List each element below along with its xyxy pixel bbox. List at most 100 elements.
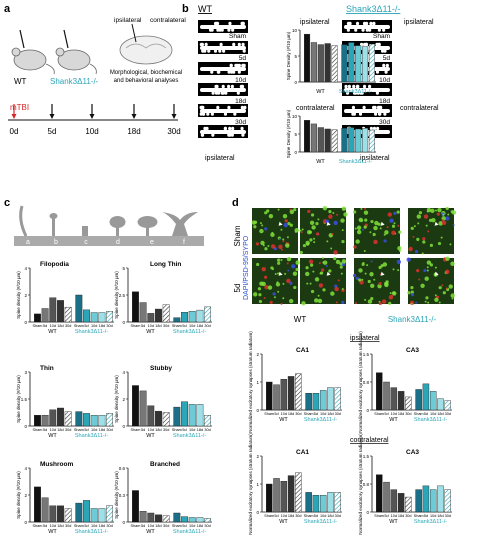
group-label-shank: Shank3Δ11-/- xyxy=(173,529,206,535)
panel-b-row-label: 30d xyxy=(235,119,246,126)
bar xyxy=(41,497,49,523)
group-label-wt: WT xyxy=(389,519,398,525)
x-tick-label: Sham xyxy=(374,514,384,518)
y-axis-label: Spine density (#/10 μm) xyxy=(16,471,21,519)
x-tick-label: 18d xyxy=(437,514,443,518)
group-label-shank: Shank3Δ11-/- xyxy=(173,329,206,335)
x-tick-label: 30d xyxy=(106,324,112,328)
timepoint-label: 10d xyxy=(85,127,98,136)
bar xyxy=(34,415,41,427)
x-tick-label: 10d xyxy=(430,514,436,518)
x-tick-label: 5d xyxy=(141,324,145,328)
panel-b-shank-title: Shank3Δ11-/- xyxy=(346,4,400,14)
dendrite-image xyxy=(198,83,248,96)
bar xyxy=(64,508,72,523)
timepoint-label: 30d xyxy=(167,127,180,136)
bar xyxy=(196,309,204,323)
bar xyxy=(280,379,288,411)
x-tick-label: 5d xyxy=(274,514,278,518)
x-tick-label: 10d xyxy=(189,428,195,432)
panel-b-plot-title-4: contralateral xyxy=(400,105,439,112)
y-tick-label: 2.5 xyxy=(119,293,126,298)
spine-type-letter: d xyxy=(116,239,120,246)
bar xyxy=(139,511,147,523)
bar xyxy=(273,478,280,513)
mouse-wt-icon xyxy=(11,29,55,75)
panel-c-schematic: a b c d e f xyxy=(14,205,204,246)
y-axis-label: Spine Density (#/10 μm) xyxy=(286,31,291,80)
micrograph-image xyxy=(408,206,457,255)
x-tick-label: 18d xyxy=(57,428,63,432)
analyses-label: Morphological, biochemical and behavioral… xyxy=(110,70,182,84)
x-tick-label: Sham xyxy=(32,524,42,528)
bar xyxy=(98,415,106,427)
bar xyxy=(310,42,317,83)
panel-b-row-label: 18d xyxy=(379,98,390,105)
x-tick-label: 10d xyxy=(148,428,154,432)
panel-a: WT Shank3Δ11-/- ipsilateral contralatera… xyxy=(8,17,186,136)
x-tick-label: 10d xyxy=(281,514,287,518)
x-tick-label: 30d xyxy=(163,324,169,328)
x-tick-label: 10d xyxy=(320,412,326,416)
y-axis-label: Spine density (#/10 μm) xyxy=(16,375,21,423)
bar xyxy=(331,129,338,153)
x-tick-label: 5d xyxy=(424,514,428,518)
x-tick-label: 10d xyxy=(391,412,397,416)
x-tick-label: 18d xyxy=(327,514,333,518)
bar xyxy=(204,306,212,323)
bar xyxy=(83,309,90,323)
bar xyxy=(305,492,312,513)
x-tick-label: 30d xyxy=(163,428,169,432)
x-tick-label: 5d xyxy=(274,412,278,416)
y-tick-label: 5 xyxy=(122,266,125,271)
y-tick-label: 0 xyxy=(366,510,369,515)
x-tick-label: 10d xyxy=(91,428,97,432)
dendrite-image xyxy=(198,62,248,75)
y-axis-label: Normalized excitatory synapses (stratum … xyxy=(248,433,253,535)
group-label-wt: WT xyxy=(316,159,325,165)
x-tick-label: 18d xyxy=(437,412,443,416)
x-tick-label: 18d xyxy=(99,524,105,528)
bar xyxy=(131,291,139,323)
x-tick-label: 30d xyxy=(405,514,411,518)
bar xyxy=(90,415,98,427)
x-tick-label: 18d xyxy=(155,324,161,328)
chart-title: Filopodia xyxy=(40,261,69,268)
y-tick-label: 2 xyxy=(256,454,259,459)
chart-title: Branched xyxy=(150,461,180,468)
y-axis-label: Spine density (#/10 μm) xyxy=(114,471,119,519)
bar xyxy=(64,306,72,323)
group-label-shank: Shank3Δ11-/- xyxy=(75,529,108,535)
x-tick-label: Sham xyxy=(414,514,424,518)
group-label-wt: WT xyxy=(48,433,57,439)
y-tick-label: 0 xyxy=(256,408,259,413)
x-tick-label: Sham xyxy=(172,524,182,528)
group-label-wt: WT xyxy=(316,89,325,95)
y-axis-label: Normalized excitatory synapses (stratum … xyxy=(358,433,363,535)
bar xyxy=(355,45,362,83)
chart-title: CA3 xyxy=(406,347,419,354)
bar xyxy=(327,387,334,411)
group-label-wt: WT xyxy=(279,519,288,525)
y-tick-label: 2 xyxy=(24,493,27,498)
chart-title: Stubby xyxy=(150,365,172,372)
bar xyxy=(334,387,342,411)
spine-type-letter: f xyxy=(183,239,185,246)
bar xyxy=(305,393,312,411)
bar xyxy=(147,405,155,427)
bar xyxy=(287,376,295,411)
panel-b-wt-title: WT xyxy=(198,4,212,14)
panel-d-wt-label: WT xyxy=(294,315,307,324)
x-tick-label: Sham xyxy=(32,324,42,328)
bar xyxy=(376,372,383,411)
bar xyxy=(147,512,155,523)
bar xyxy=(319,495,327,513)
y-axis-label: Spine density (#/10 μm) xyxy=(114,271,119,319)
bar xyxy=(429,489,437,513)
spine-type-letter: b xyxy=(54,239,58,246)
y-tick-label: 0 xyxy=(24,424,27,429)
group-label-wt: WT xyxy=(48,329,57,335)
